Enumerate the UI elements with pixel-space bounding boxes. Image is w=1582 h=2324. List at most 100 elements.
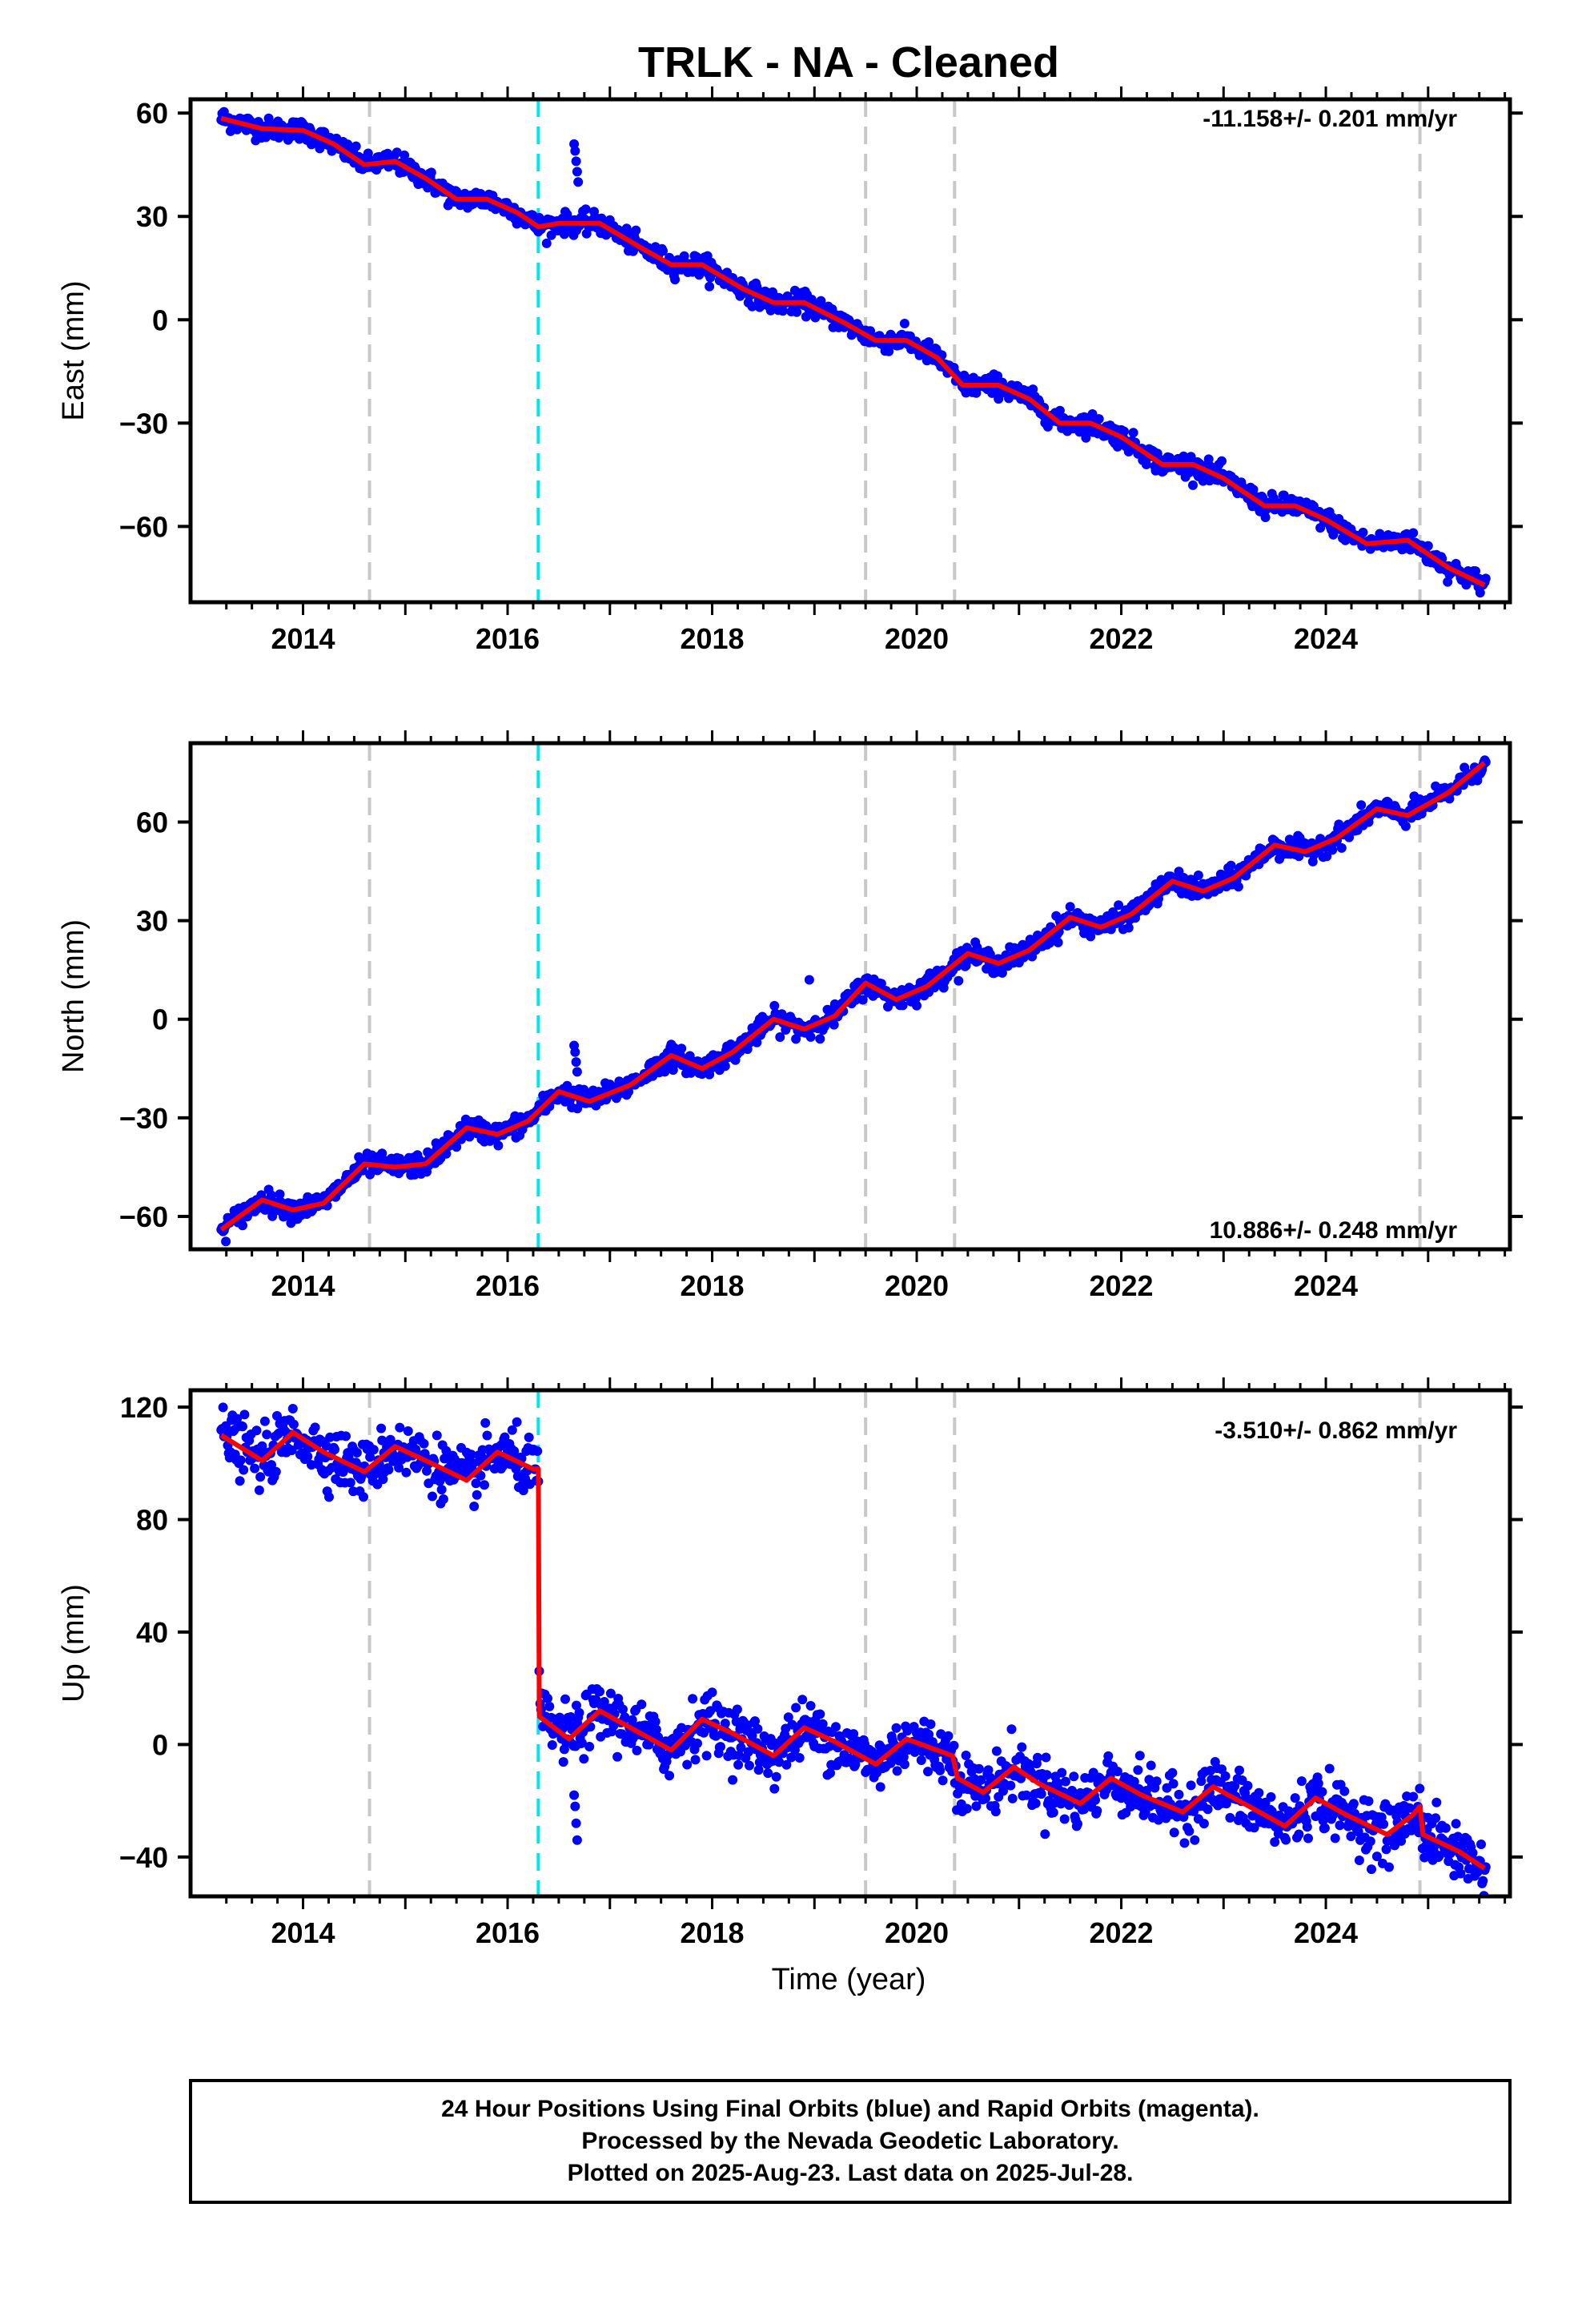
y-tick-label: 30 [136, 905, 168, 938]
data-point [745, 1760, 754, 1771]
data-point [1317, 1787, 1327, 1797]
data-point [1065, 902, 1075, 912]
data-point [1453, 1831, 1463, 1842]
data-point [1053, 937, 1063, 947]
data-point [716, 1742, 725, 1752]
data-point [875, 1782, 885, 1792]
data-point [1167, 1767, 1178, 1778]
data-point [1270, 1837, 1280, 1848]
data-point [658, 246, 668, 256]
data-point [618, 1704, 628, 1715]
data-point [892, 1766, 902, 1776]
data-point [769, 1783, 780, 1794]
data-point [391, 147, 402, 158]
data-point [976, 1775, 986, 1785]
data-point [1114, 900, 1124, 911]
data-point [1226, 860, 1236, 870]
data-point [441, 1148, 452, 1159]
data-point [899, 319, 909, 328]
data-point [469, 1502, 480, 1511]
data-point [255, 1472, 266, 1482]
data-point [612, 1751, 623, 1762]
data-point [1365, 1836, 1375, 1847]
data-point [368, 1445, 379, 1455]
data-point [1041, 1752, 1051, 1763]
data-point [926, 1719, 936, 1729]
x-tick-label: 2020 [885, 1269, 949, 1302]
data-point [1193, 870, 1203, 880]
data-point [507, 1425, 517, 1435]
data-point [324, 1492, 334, 1502]
data-point [1472, 1867, 1483, 1877]
data-point [1086, 931, 1096, 942]
data-point [351, 1448, 362, 1458]
data-point [558, 1757, 568, 1767]
data-point [707, 1687, 717, 1698]
data-point [250, 1463, 260, 1474]
data-point [472, 1490, 482, 1500]
data-point [395, 1422, 405, 1433]
data-point [1281, 1835, 1291, 1845]
data-point [787, 1719, 797, 1730]
data-point [232, 1413, 243, 1424]
data-point [825, 1768, 835, 1778]
data-point [566, 1712, 576, 1722]
y-tick-label: −30 [119, 407, 168, 440]
data-point [1188, 480, 1198, 490]
data-point [1354, 1856, 1364, 1865]
data-point [720, 1061, 730, 1072]
footer-line-3: Plotted on 2025-Aug-23. Last data on 202… [568, 2160, 1134, 2186]
data-point [670, 1059, 681, 1069]
data-point [330, 1445, 339, 1454]
data-point [1060, 1776, 1070, 1787]
data-point [541, 238, 552, 248]
data-point [1133, 1765, 1143, 1775]
data-point [1475, 588, 1485, 598]
panel-up: −40 0 40 80 120 2014 2016 2018 2020 2022 2024 Up (m… [57, 1377, 1523, 1949]
data-point [1069, 1771, 1079, 1782]
data-point [287, 1404, 298, 1413]
data-point [401, 1467, 412, 1478]
data-point [1057, 1767, 1067, 1778]
data-point [1330, 1833, 1340, 1844]
data-point [670, 275, 681, 285]
data-point [235, 1455, 246, 1466]
y-tick-label: 0 [152, 304, 168, 336]
data-point [1294, 1829, 1304, 1839]
data-point [1092, 1806, 1102, 1816]
data-point [1048, 1807, 1058, 1818]
rate-label: -11.158+/- 0.201 mm/yr [1203, 106, 1457, 132]
data-point [341, 1431, 351, 1441]
y-tick-label: −30 [119, 1102, 168, 1135]
data-point [981, 1793, 990, 1803]
data-point [771, 1771, 781, 1782]
data-point [235, 1476, 245, 1486]
data-point [985, 949, 995, 959]
data-point [627, 1715, 637, 1725]
data-point [1054, 405, 1065, 416]
data-point [974, 1763, 984, 1774]
data-point [736, 1743, 746, 1753]
data-point [476, 1470, 486, 1481]
data-point [884, 346, 894, 356]
data-point [1324, 1763, 1335, 1774]
data-point [1319, 1823, 1330, 1833]
x-tick-label: 2018 [680, 1269, 744, 1302]
data-point [394, 1462, 404, 1473]
data-point [466, 1449, 476, 1460]
data-point [682, 1759, 693, 1770]
data-point [509, 1446, 520, 1456]
data-point [572, 1700, 581, 1711]
data-point [1353, 1827, 1363, 1837]
data-point [1279, 490, 1289, 501]
data-point [1243, 1780, 1253, 1791]
data-point [831, 1722, 841, 1732]
data-point [1443, 577, 1453, 587]
y-axis-label: North (mm) [57, 919, 90, 1073]
x-tick-label: 2024 [1294, 1916, 1358, 1949]
data-point [998, 1786, 1008, 1796]
y-tick-label: −60 [119, 510, 168, 543]
data-point [891, 1723, 901, 1733]
data-point [1266, 1791, 1276, 1802]
data-point [1006, 1724, 1017, 1735]
